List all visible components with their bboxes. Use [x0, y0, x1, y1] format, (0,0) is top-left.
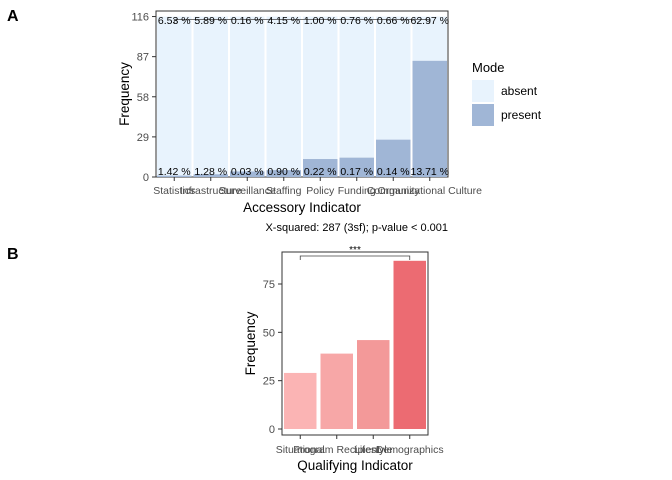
legend-label-absent: absent: [501, 84, 538, 98]
bar-present-6: [376, 139, 411, 177]
bar-present-1: [193, 174, 228, 177]
label-present-3: 0.90 %: [267, 166, 300, 178]
label-present-7: 13.71 %: [410, 166, 449, 178]
bar-1: [320, 353, 353, 429]
bar-absent-4: [303, 16, 338, 160]
bar-absent-1: [193, 16, 228, 175]
bar-absent-2: [230, 16, 265, 172]
statistic-text: X-squared: 287 (3sf); p-value < 0.001: [265, 222, 448, 234]
y-tick-label: 75: [263, 279, 275, 291]
bar-present-3: [266, 170, 301, 177]
x-tick-label-1: Infrastructure: [180, 185, 242, 197]
label-present-5: 0.17 %: [340, 166, 373, 178]
label-present-1: 1.28 %: [194, 166, 227, 178]
label-absent-4: 1.00 %: [304, 15, 337, 27]
bar-present-5: [339, 157, 374, 177]
bar-present-2: [230, 171, 265, 177]
y-tick-label: 50: [263, 327, 275, 339]
label-absent-5: 0.76 %: [340, 15, 373, 27]
y-tick-label: 29: [137, 132, 149, 144]
legend-title: Mode: [472, 60, 505, 75]
panel-tag-a: A: [7, 8, 19, 25]
bar-present-0: [157, 175, 192, 177]
label-present-2: 0.03 %: [231, 166, 264, 178]
bar-absent-6: [376, 16, 411, 140]
bar-0: [284, 372, 317, 429]
y-tick-label: 0: [143, 172, 149, 184]
bar-absent-5: [339, 16, 374, 158]
accessory-indicator-chart: 0 29 58 87 116 6.53 % 1.42 % Statistics 5.89 % 1.…: [117, 10, 542, 234]
label-absent-1: 5.89 %: [194, 15, 227, 27]
x-tick-label-3: Staffing: [266, 185, 302, 197]
x-axis-title: Accessory Indicator: [243, 200, 361, 215]
significance-bracket: [299, 255, 411, 260]
x-tick-label-5: Funding: [338, 185, 376, 197]
label-present-6: 0.14 %: [377, 166, 410, 178]
x-tick-label-3: Demographics: [376, 444, 444, 456]
y-tick-label: 87: [137, 52, 149, 64]
y-tick-label: 58: [137, 92, 149, 104]
bar-absent-7: [412, 16, 447, 61]
bar-2: [357, 340, 390, 429]
panel-tag-b: B: [7, 246, 19, 263]
bar-3: [393, 260, 426, 429]
significance-bracket: [173, 19, 431, 24]
legend-key-absent: [472, 80, 494, 102]
label-absent-0: 6.53 %: [158, 15, 191, 27]
y-tick-label: 116: [131, 12, 149, 24]
x-tick-label-4: Policy: [306, 185, 335, 197]
x-tick-label-7: Organizational Culture: [378, 185, 483, 197]
label-present-4: 0.22 %: [304, 166, 337, 178]
significance-label: ***: [349, 245, 361, 256]
bar-present-7: [412, 60, 447, 177]
label-absent-2: 0.16 %: [231, 15, 264, 27]
x-tick-label-2: Lifestyle: [354, 444, 393, 456]
bar-absent-3: [266, 16, 301, 171]
bar-absent-0: [157, 16, 192, 176]
y-tick-label: 25: [263, 376, 275, 388]
x-tick-label-2: Surveillance: [219, 185, 276, 197]
legend-label-present: present: [501, 108, 542, 122]
bar-present-4: [303, 159, 338, 177]
x-axis-title: Qualifying Indicator: [297, 458, 413, 473]
x-tick-label-0: Statistics: [153, 185, 195, 197]
x-tick-label-6: Community: [367, 185, 421, 197]
x-tick-label-0: Situational: [276, 444, 325, 456]
legend-key-present: [472, 104, 494, 126]
label-absent-6: 0.66 %: [377, 15, 410, 27]
y-axis-title: Frequency: [243, 311, 258, 375]
label-absent-3: 4.15 %: [267, 15, 300, 27]
y-axis-title: Frequency: [117, 62, 132, 126]
y-tick-label: 0: [269, 424, 275, 436]
label-absent-7: 62.97 %: [410, 15, 449, 27]
x-tick-label-1: Program Recipient: [293, 444, 380, 456]
label-present-0: 1.42 %: [158, 166, 191, 178]
